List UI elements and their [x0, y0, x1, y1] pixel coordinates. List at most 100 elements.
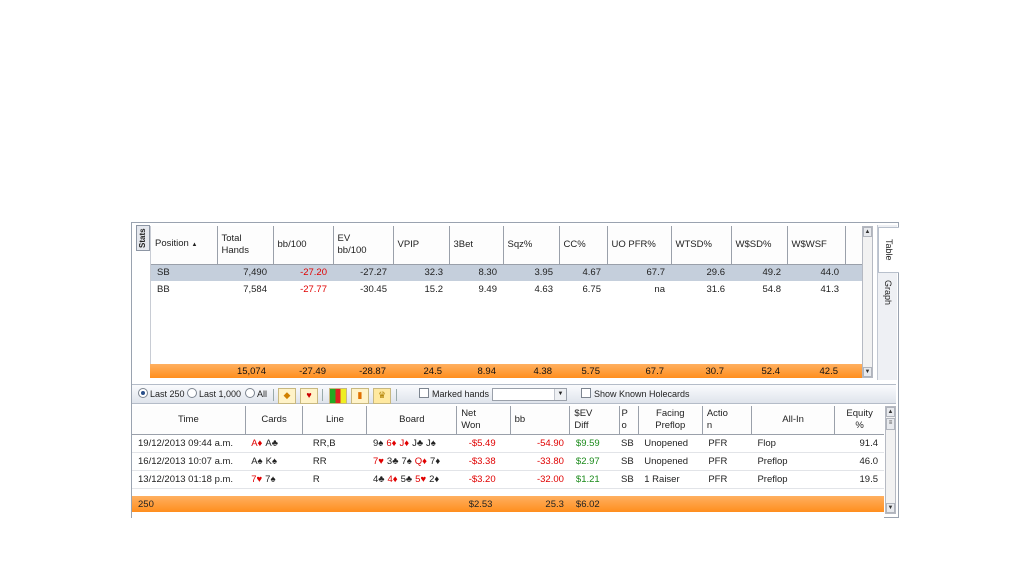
card: 5♣ [400, 474, 413, 485]
cell-cc: 4.67 [559, 264, 607, 281]
cell-allin: Preflop [757, 474, 788, 485]
card: 4♦ [387, 474, 398, 485]
tab-graph[interactable]: Graph [883, 280, 893, 306]
total-cc: 5.75 [581, 365, 601, 377]
stats-scrollbar[interactable]: ▲ ▼ [862, 226, 873, 378]
col-line[interactable]: Line [302, 406, 368, 435]
col-net-won[interactable]: Net Won [456, 406, 511, 435]
card: 3♣ [386, 456, 399, 467]
col-bb[interactable]: bb [510, 406, 571, 435]
col-ev-diff[interactable]: $EV Diff [569, 406, 620, 435]
col-wtsd[interactable]: WTSD% [671, 226, 732, 265]
card: 6♦ [386, 437, 397, 449]
cell-bb100: -27.20 [273, 264, 333, 281]
table-row[interactable]: 13/12/2013 01:18 p.m. 7♥ 7♠ R 4♣ 4♦ 5♣ 5♥ 2♦ -$3.… [132, 471, 884, 489]
cell-uo-pfr: na [654, 284, 665, 295]
col-total-hands[interactable]: Total Hands [217, 226, 274, 265]
cell-equity: 46.0 [859, 456, 879, 467]
col-equity[interactable]: Equity % [834, 406, 884, 435]
col-time[interactable]: Time [132, 406, 246, 435]
table-row[interactable]: SB 7,490 -27.20 -27.27 32.3 8.30 3.95 4.… [151, 264, 863, 281]
toolbar-separator [273, 389, 274, 401]
cards-icon[interactable]: ♥ [300, 388, 318, 404]
cell-facing: Unopened [644, 437, 689, 449]
scroll-down-icon[interactable]: ▼ [886, 503, 895, 513]
cell-total-hands: 7,490 [217, 264, 273, 281]
cell-cards: A♦ A♣ [245, 435, 303, 453]
cell-spacer [845, 281, 863, 298]
hand-grid-icon[interactable] [329, 388, 347, 404]
col-cards[interactable]: Cards [245, 406, 304, 435]
total-ev-bb100: -28.87 [359, 365, 386, 377]
scroll-down-icon[interactable]: ▼ [863, 367, 872, 377]
col-vpip[interactable]: VPIP [393, 226, 450, 265]
col-3bet[interactable]: 3Bet [449, 226, 504, 265]
chevron-down-icon[interactable]: ▼ [554, 389, 566, 400]
total-hand-count: 250 [138, 498, 154, 510]
cell-pos: SB [621, 474, 634, 485]
cell-line: RR [312, 456, 327, 467]
scroll-up-icon[interactable]: ▲ [863, 227, 872, 237]
bar-chart-icon[interactable]: ▮ [351, 388, 369, 404]
cell-position: BB [157, 284, 170, 295]
total-empty [638, 496, 702, 512]
cell-wtsd: 31.6 [706, 284, 726, 295]
cell-uo-pfr: 67.7 [607, 264, 671, 281]
radio-label: Last 1,000 [199, 389, 242, 399]
cell-spacer [845, 264, 863, 281]
tab-table[interactable]: Table [878, 227, 899, 273]
col-bb100[interactable]: bb/100 [273, 226, 334, 265]
cell-wsd: 54.8 [762, 284, 782, 295]
marked-hands-dropdown[interactable]: ▼ [492, 388, 567, 401]
total-empty [303, 496, 367, 512]
table-row[interactable]: BB 7,584 -27.77 -30.45 15.2 9.49 4.63 6.… [151, 281, 863, 298]
toolbar-separator [396, 389, 397, 401]
col-ev-bb100[interactable]: EV bb/100 [333, 226, 394, 265]
table-row[interactable]: 16/12/2013 10:07 a.m. A♠ K♠ RR 7♥ 3♣ 7♠ Q♦ 7♦ -$3… [132, 453, 884, 471]
scroll-thumb[interactable]: ≡ [886, 418, 895, 430]
table-row[interactable]: 19/12/2013 09:44 a.m. A♦ A♣ RR,B 9♠ 6♦ J♦ J♣ J♠ -… [132, 435, 884, 453]
col-position[interactable]: P o [619, 406, 639, 435]
hands-toolbar: Last 250 Last 1,000 All ◆ ♥ ▮ ♛ Marked h… [132, 384, 896, 404]
col-facing-preflop[interactable]: Facing Preflop [638, 406, 703, 435]
cell-action: PFR [708, 437, 728, 449]
cell-wwsf: 44.0 [787, 264, 845, 281]
show-known-holecards-checkbox[interactable]: Show Known Holecards [581, 388, 690, 401]
coins-icon[interactable]: ◆ [278, 388, 296, 404]
total-empty [751, 496, 834, 512]
col-uo-pfr[interactable]: UO PFR% [607, 226, 672, 265]
radio-all[interactable]: All [245, 388, 267, 401]
cell-ev-bb100: -30.45 [360, 284, 387, 295]
stats-side-tab[interactable]: Stats [136, 225, 150, 251]
radio-last-250[interactable]: Last 250 [138, 388, 185, 401]
cell-wsd: 49.2 [731, 264, 787, 281]
cell-line: R [312, 474, 320, 485]
cell-equity: 91.4 [859, 437, 879, 449]
total-empty [702, 496, 751, 512]
total-3bet: 8.94 [477, 365, 497, 377]
col-wwsf[interactable]: W$WSF [787, 226, 846, 265]
cell-cc: 6.75 [582, 284, 602, 295]
col-position[interactable]: Position ▲ [151, 226, 218, 265]
total-position [150, 364, 216, 378]
radio-last-1000[interactable]: Last 1,000 [187, 388, 241, 401]
view-tabs: Table Graph [877, 225, 899, 380]
col-cc[interactable]: CC% [559, 226, 608, 265]
scroll-up-icon[interactable]: ▲ [886, 407, 895, 417]
col-wsd[interactable]: W$SD% [731, 226, 788, 265]
marked-hands-checkbox[interactable]: Marked hands [419, 388, 489, 401]
col-sqz[interactable]: Sqz% [503, 226, 560, 265]
col-board[interactable]: Board [366, 406, 458, 435]
col-spacer [845, 226, 863, 265]
cell-wtsd: 29.6 [671, 264, 731, 281]
trophy-icon[interactable]: ♛ [373, 388, 391, 404]
col-action[interactable]: Actio n [702, 406, 752, 435]
cell-board: 9♠ 6♦ J♦ J♣ J♠ [367, 435, 457, 453]
total-net-won: $2.53 [468, 498, 493, 510]
checkbox-icon [581, 388, 591, 398]
cell-board: 7♥ 3♣ 7♠ Q♦ 7♦ [367, 453, 457, 471]
card: 2♦ [429, 474, 440, 485]
hands-scrollbar[interactable]: ▲ ≡ ▼ [885, 406, 896, 514]
cell-vpip: 32.3 [393, 264, 449, 281]
col-all-in[interactable]: All-In [751, 406, 836, 435]
